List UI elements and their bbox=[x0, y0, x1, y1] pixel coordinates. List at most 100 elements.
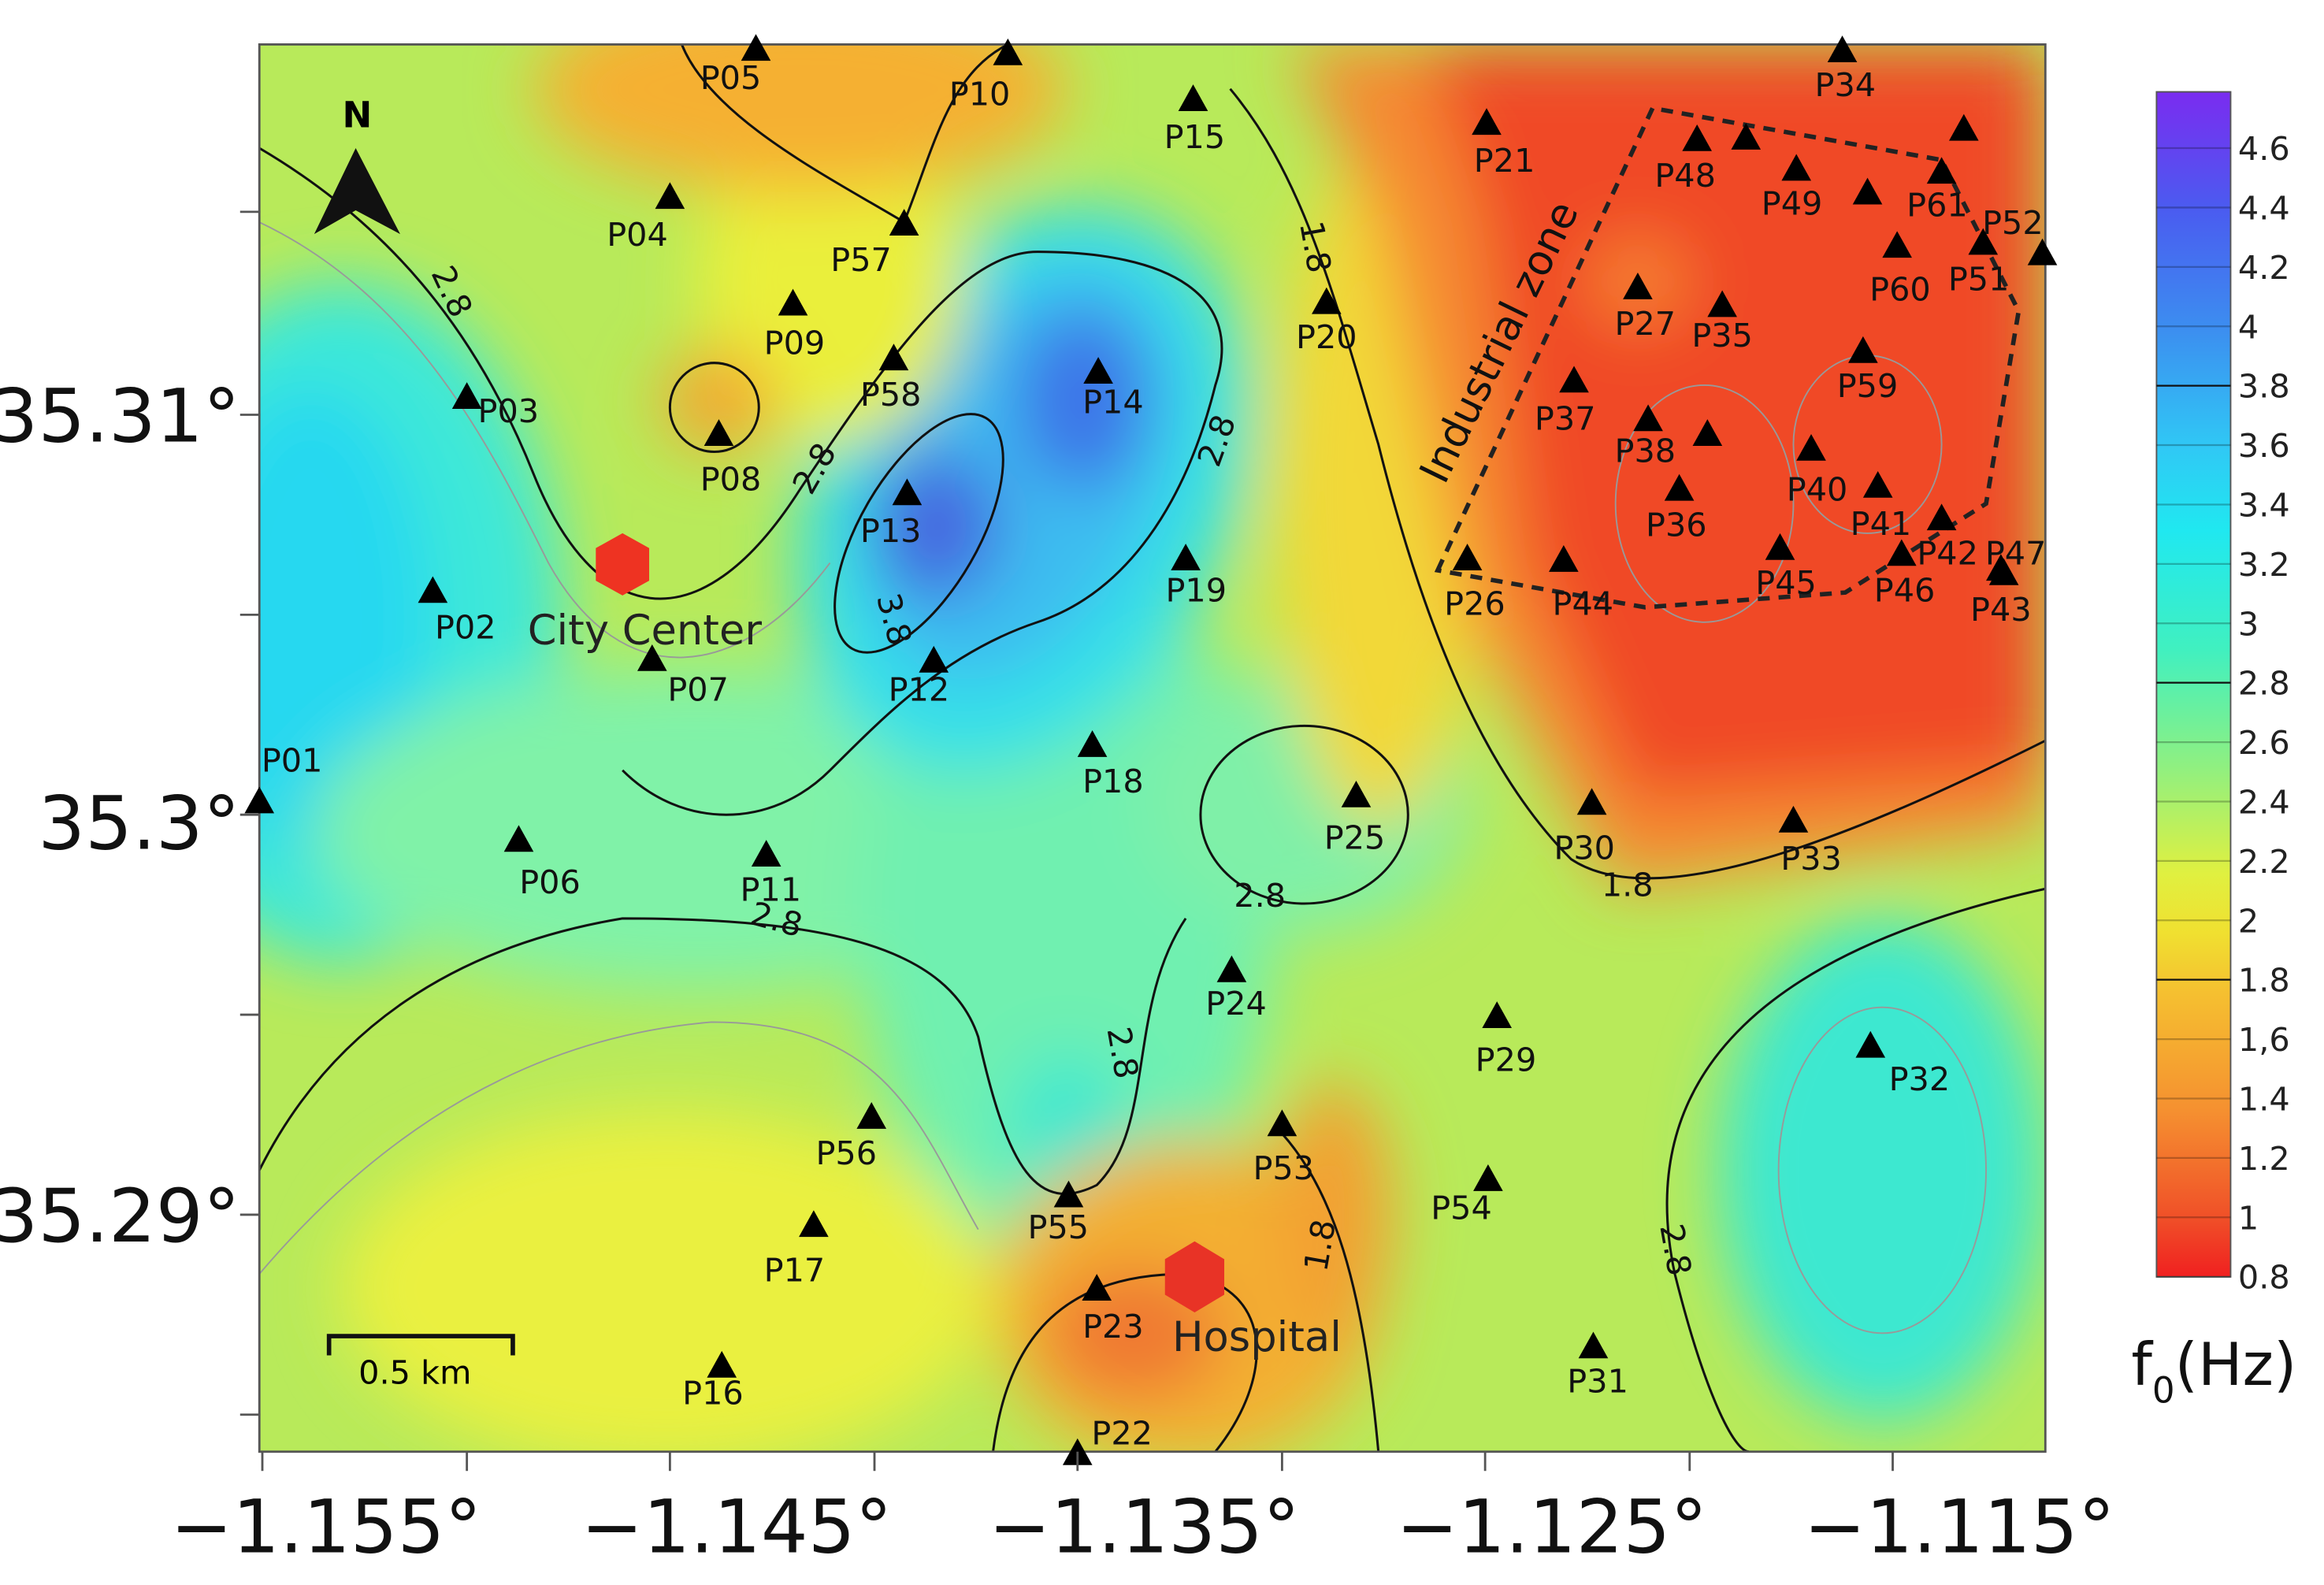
station-marker bbox=[878, 343, 909, 371]
station-marker bbox=[1216, 955, 1247, 982]
station-marker bbox=[1848, 336, 1878, 363]
station-marker bbox=[1472, 108, 1502, 135]
station-label: P23 bbox=[1082, 1308, 1144, 1346]
station-marker bbox=[1082, 1274, 1112, 1301]
station-marker bbox=[451, 382, 482, 409]
station-label: P07 bbox=[667, 670, 729, 708]
station-marker bbox=[2027, 238, 2058, 265]
station-label: P49 bbox=[1762, 185, 1823, 223]
station-label: P43 bbox=[1970, 591, 2032, 629]
station-label: P61 bbox=[1906, 187, 1968, 225]
contour-label: 1.8 bbox=[1602, 867, 1654, 904]
colorbar-label: 1.4 bbox=[2238, 1081, 2290, 1119]
station-label: P14 bbox=[1082, 384, 1144, 421]
station-marker bbox=[1341, 780, 1372, 807]
station-marker bbox=[993, 38, 1023, 65]
station-marker bbox=[1549, 544, 1579, 572]
station-label: P10 bbox=[949, 76, 1011, 113]
city-center-marker bbox=[596, 533, 650, 596]
station-marker bbox=[1926, 503, 1957, 531]
station-marker bbox=[856, 1101, 887, 1129]
station-marker bbox=[1968, 228, 1999, 255]
colorbar-label: 0.8 bbox=[2238, 1259, 2290, 1297]
station-label: P59 bbox=[1837, 367, 1899, 405]
station-marker bbox=[1988, 558, 2019, 585]
title-base: f bbox=[2131, 1330, 2153, 1399]
station-label: P26 bbox=[1444, 585, 1505, 622]
station-marker bbox=[1559, 366, 1589, 393]
station-label: P60 bbox=[1869, 271, 1931, 309]
colorbar-label: 3.8 bbox=[2238, 368, 2290, 406]
colorbar-label: 3.2 bbox=[2238, 546, 2290, 584]
station-marker bbox=[1707, 290, 1737, 317]
station-label: P58 bbox=[860, 376, 922, 414]
station-marker bbox=[1796, 433, 1826, 461]
station-label: P04 bbox=[607, 216, 668, 254]
station-marker bbox=[1664, 473, 1695, 501]
colorbar-label: 3 bbox=[2238, 605, 2259, 643]
station-label: P20 bbox=[1296, 318, 1357, 356]
station-marker bbox=[1781, 154, 1812, 181]
hospital-marker bbox=[1164, 1241, 1225, 1313]
station-marker bbox=[503, 825, 534, 852]
station-label: P17 bbox=[764, 1252, 826, 1290]
station-label: P31 bbox=[1567, 1363, 1628, 1401]
station-label: P37 bbox=[1535, 399, 1596, 437]
station-label: P18 bbox=[1082, 763, 1144, 800]
contour-label: 2.8 bbox=[1099, 1024, 1145, 1082]
station-label: P08 bbox=[700, 460, 762, 498]
station-label: P05 bbox=[700, 59, 762, 97]
scale-label: 0.5 km bbox=[358, 1353, 471, 1391]
x-axis-label: −1.155° bbox=[170, 1485, 481, 1571]
station-label: P54 bbox=[1431, 1190, 1492, 1227]
y-axis-label: 35.29° bbox=[0, 1174, 240, 1260]
station-marker bbox=[751, 840, 781, 867]
station-label: P27 bbox=[1615, 305, 1676, 343]
station-label: P46 bbox=[1874, 571, 1936, 609]
station-marker bbox=[1452, 544, 1483, 570]
station-label: P19 bbox=[1165, 571, 1227, 609]
colorbar-label: 3.6 bbox=[2238, 427, 2290, 465]
colorbar-label: 4.6 bbox=[2238, 130, 2290, 168]
station-marker bbox=[1926, 157, 1957, 184]
station-marker bbox=[1077, 730, 1108, 757]
station-marker bbox=[741, 34, 771, 61]
station-marker bbox=[799, 1210, 829, 1238]
colorbar-label: 4 bbox=[2238, 308, 2259, 346]
station-marker bbox=[1473, 1164, 1503, 1191]
station-marker bbox=[418, 576, 448, 603]
colorbar-label: 2.2 bbox=[2238, 843, 2290, 881]
station-marker bbox=[707, 1350, 737, 1378]
station-marker bbox=[892, 478, 923, 506]
colorbar-label: 1.8 bbox=[2238, 962, 2290, 1000]
x-axis-label: −1.135° bbox=[989, 1485, 1300, 1571]
station-marker bbox=[1312, 287, 1342, 314]
colorbar-title: f0(Hz) bbox=[2131, 1330, 2296, 1412]
colorbar-label: 2.4 bbox=[2238, 784, 2290, 822]
station-label: P36 bbox=[1646, 507, 1707, 544]
station-label: P55 bbox=[1028, 1208, 1090, 1246]
station-marker bbox=[1855, 1030, 1886, 1058]
contour-label: 1.8 bbox=[1297, 1216, 1343, 1274]
station-marker bbox=[655, 182, 685, 210]
station-marker bbox=[1765, 533, 1795, 560]
station-label: P15 bbox=[1164, 118, 1226, 156]
station-marker bbox=[1178, 84, 1208, 112]
title-sub: 0 bbox=[2152, 1370, 2175, 1412]
station-label: P29 bbox=[1476, 1041, 1537, 1079]
station-label: P53 bbox=[1253, 1149, 1314, 1187]
station-marker bbox=[1623, 272, 1653, 299]
colorbar-label: 2.8 bbox=[2238, 665, 2290, 703]
colorbar-label: 3.4 bbox=[2238, 487, 2290, 525]
station-label: P25 bbox=[1324, 818, 1386, 856]
station-marker bbox=[637, 644, 667, 671]
station-marker bbox=[244, 786, 275, 814]
station-marker bbox=[919, 645, 949, 673]
station-marker bbox=[704, 419, 734, 446]
station-marker bbox=[1053, 1180, 1084, 1208]
station-label: P56 bbox=[815, 1134, 877, 1172]
north-label: N bbox=[343, 95, 373, 136]
station-marker bbox=[1578, 1331, 1609, 1359]
station-marker bbox=[1886, 539, 1917, 566]
